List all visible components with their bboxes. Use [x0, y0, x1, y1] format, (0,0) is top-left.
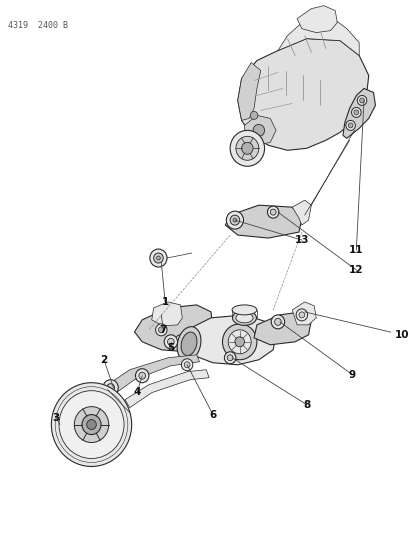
Circle shape [224, 352, 236, 364]
Text: 5: 5 [167, 343, 175, 353]
Circle shape [236, 136, 259, 160]
Circle shape [352, 108, 361, 117]
Circle shape [275, 318, 281, 325]
Circle shape [348, 123, 353, 128]
Polygon shape [297, 6, 337, 33]
Circle shape [164, 335, 177, 349]
Circle shape [253, 124, 264, 136]
Text: 12: 12 [349, 265, 364, 275]
Circle shape [103, 379, 118, 395]
Circle shape [155, 324, 167, 336]
Circle shape [357, 95, 367, 106]
Text: 8: 8 [303, 400, 310, 410]
Polygon shape [254, 312, 311, 345]
Circle shape [228, 330, 251, 354]
Circle shape [139, 372, 146, 379]
Circle shape [346, 120, 355, 131]
Text: 2: 2 [100, 355, 108, 365]
Circle shape [299, 312, 305, 318]
Ellipse shape [236, 313, 253, 323]
Circle shape [135, 369, 149, 383]
Circle shape [158, 327, 164, 333]
Text: 10: 10 [395, 330, 408, 340]
Polygon shape [238, 62, 261, 120]
Circle shape [270, 209, 276, 215]
Circle shape [154, 253, 163, 263]
Circle shape [157, 256, 160, 260]
Circle shape [74, 407, 109, 442]
Polygon shape [244, 116, 276, 146]
Text: 9: 9 [349, 370, 356, 379]
Text: 7: 7 [160, 325, 167, 335]
Circle shape [226, 211, 244, 229]
Text: 3: 3 [53, 413, 60, 423]
Text: 1: 1 [162, 297, 169, 307]
Circle shape [59, 391, 124, 458]
Text: 4319  2400 B: 4319 2400 B [8, 21, 69, 30]
Circle shape [233, 218, 237, 222]
Polygon shape [125, 370, 209, 408]
Circle shape [235, 337, 244, 347]
Circle shape [87, 419, 96, 430]
Polygon shape [292, 302, 316, 325]
Circle shape [176, 335, 185, 345]
Circle shape [107, 384, 115, 392]
Circle shape [227, 355, 233, 361]
Circle shape [296, 309, 308, 321]
Polygon shape [238, 38, 369, 150]
Ellipse shape [233, 310, 257, 325]
Circle shape [182, 359, 193, 371]
Polygon shape [108, 355, 200, 394]
Text: 4: 4 [134, 386, 141, 397]
Circle shape [82, 415, 101, 434]
Polygon shape [278, 15, 359, 55]
Ellipse shape [232, 305, 257, 315]
Circle shape [250, 111, 258, 119]
Circle shape [360, 98, 364, 103]
Circle shape [267, 206, 279, 218]
Polygon shape [152, 302, 182, 326]
Polygon shape [343, 88, 375, 139]
Polygon shape [135, 305, 213, 352]
Ellipse shape [177, 327, 201, 361]
Text: 11: 11 [349, 245, 364, 255]
Text: 13: 13 [295, 235, 309, 245]
Circle shape [168, 338, 174, 345]
Ellipse shape [181, 332, 197, 356]
Circle shape [222, 324, 257, 360]
Polygon shape [225, 205, 302, 238]
Polygon shape [292, 200, 311, 225]
Text: 6: 6 [209, 410, 217, 419]
Circle shape [150, 249, 167, 267]
Circle shape [184, 362, 190, 368]
Circle shape [242, 142, 253, 154]
Polygon shape [180, 315, 276, 365]
Circle shape [230, 215, 240, 225]
Circle shape [354, 110, 359, 115]
Circle shape [51, 383, 132, 466]
Circle shape [271, 315, 285, 329]
Circle shape [230, 131, 264, 166]
